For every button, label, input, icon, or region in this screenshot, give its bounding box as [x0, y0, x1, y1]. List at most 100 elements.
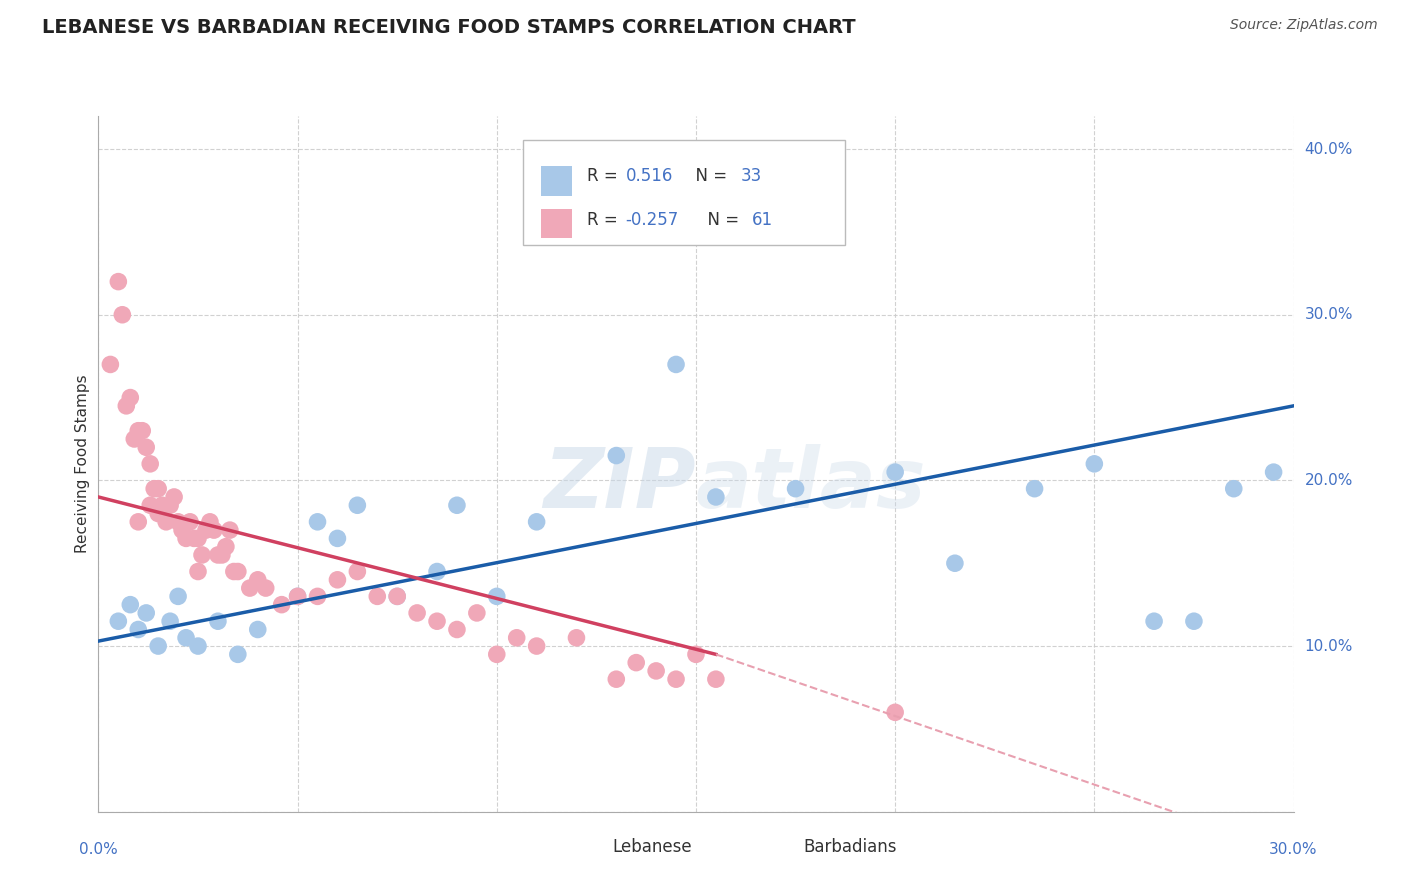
Point	[148, 639, 170, 653]
Point	[426, 614, 449, 628]
Point	[884, 706, 907, 720]
Point	[884, 465, 907, 479]
Text: atlas: atlas	[696, 444, 927, 525]
Point	[1222, 482, 1246, 496]
Point	[124, 432, 146, 446]
Point	[485, 590, 508, 604]
Point	[346, 565, 368, 579]
Point	[1263, 465, 1285, 479]
Point	[526, 639, 548, 653]
Text: LEBANESE VS BARBADIAN RECEIVING FOOD STAMPS CORRELATION CHART: LEBANESE VS BARBADIAN RECEIVING FOOD STA…	[42, 18, 856, 37]
Point	[211, 548, 233, 562]
FancyBboxPatch shape	[523, 140, 845, 244]
Text: 61: 61	[752, 211, 773, 228]
Point	[155, 515, 177, 529]
Point	[194, 523, 218, 537]
Point	[465, 606, 488, 620]
Text: 0.516: 0.516	[626, 167, 673, 185]
Text: 33: 33	[740, 167, 762, 185]
Point	[645, 664, 668, 678]
Point	[506, 631, 529, 645]
Point	[187, 565, 209, 579]
Point	[115, 399, 138, 413]
Point	[198, 515, 221, 529]
Point	[167, 590, 190, 604]
Point	[139, 457, 162, 471]
Text: 0.0%: 0.0%	[79, 842, 118, 857]
Text: -0.257: -0.257	[626, 211, 679, 228]
Point	[207, 614, 229, 628]
Point	[222, 565, 245, 579]
Point	[239, 581, 262, 595]
Text: 30.0%: 30.0%	[1270, 842, 1317, 857]
Point	[107, 614, 129, 628]
Point	[270, 598, 292, 612]
FancyBboxPatch shape	[574, 831, 605, 862]
Text: Barbadians: Barbadians	[804, 838, 897, 855]
Point	[385, 590, 409, 604]
Point	[446, 623, 468, 637]
Text: 20.0%: 20.0%	[1305, 473, 1353, 488]
Point	[385, 590, 409, 604]
Point	[143, 482, 166, 496]
FancyBboxPatch shape	[765, 831, 796, 862]
Text: Lebanese: Lebanese	[613, 838, 692, 855]
Point	[207, 548, 229, 562]
Point	[287, 590, 309, 604]
Point	[226, 565, 249, 579]
Point	[187, 532, 209, 546]
Point	[605, 672, 627, 686]
Point	[426, 565, 449, 579]
Point	[191, 548, 214, 562]
Point	[111, 308, 134, 322]
Text: 10.0%: 10.0%	[1305, 639, 1353, 654]
Point	[215, 540, 238, 554]
Point	[605, 449, 627, 463]
Point	[159, 614, 181, 628]
Point	[135, 606, 157, 620]
Point	[174, 532, 197, 546]
Point	[127, 515, 149, 529]
Point	[150, 498, 173, 512]
Point	[202, 523, 225, 537]
Point	[148, 482, 170, 496]
Point	[624, 656, 647, 670]
Point	[131, 424, 153, 438]
Point	[179, 515, 201, 529]
Point	[219, 523, 242, 537]
Point	[565, 631, 588, 645]
Text: ZIP: ZIP	[543, 444, 696, 525]
Text: Source: ZipAtlas.com: Source: ZipAtlas.com	[1230, 18, 1378, 32]
Text: N =: N =	[697, 211, 745, 228]
Text: 30.0%: 30.0%	[1305, 307, 1353, 322]
Point	[163, 490, 186, 504]
Point	[287, 590, 309, 604]
Y-axis label: Receiving Food Stamps: Receiving Food Stamps	[75, 375, 90, 553]
Point	[665, 672, 688, 686]
Point	[406, 606, 429, 620]
Point	[785, 482, 807, 496]
Point	[246, 623, 269, 637]
FancyBboxPatch shape	[540, 209, 572, 238]
Text: N =: N =	[685, 167, 733, 185]
Point	[326, 532, 349, 546]
Point	[183, 532, 205, 546]
Point	[307, 590, 329, 604]
Point	[187, 639, 209, 653]
Point	[704, 672, 727, 686]
Point	[159, 498, 181, 512]
Point	[107, 275, 129, 289]
Text: R =: R =	[588, 167, 623, 185]
Point	[704, 490, 727, 504]
Point	[685, 648, 707, 662]
Point	[120, 391, 142, 405]
Point	[254, 581, 277, 595]
Text: 40.0%: 40.0%	[1305, 142, 1353, 157]
Point	[135, 440, 157, 454]
Point	[446, 498, 468, 512]
Point	[148, 507, 170, 521]
Point	[127, 623, 149, 637]
Point	[120, 598, 142, 612]
Point	[1143, 614, 1166, 628]
Point	[167, 515, 190, 529]
